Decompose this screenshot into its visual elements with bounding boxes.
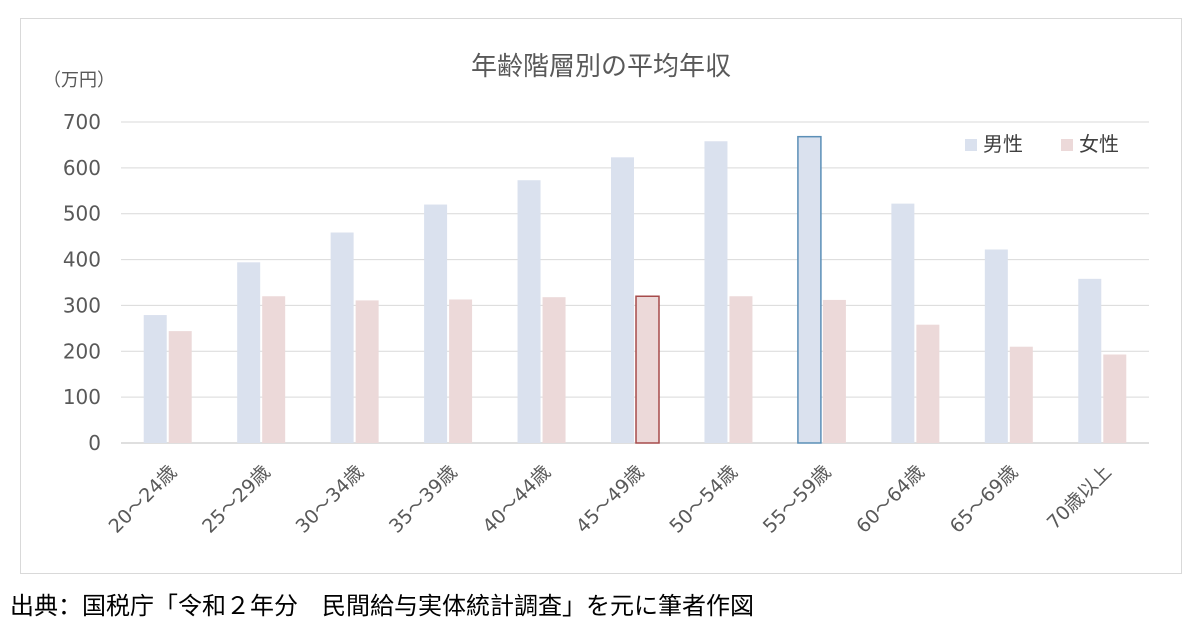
bar-female <box>542 297 566 443</box>
x-axis-ticks: 20～24歳 25～29歳 30～34歳 35～39歳 40～44歳 45～49歳 50～5… <box>105 461 1116 538</box>
bar-male <box>611 157 634 443</box>
chart-frame: 年齢階層別の平均年収 （万円） 0 100 200 300 400 500 600 700 2… <box>20 18 1182 574</box>
x-tick-label: 20～24歳 <box>105 461 182 538</box>
bar-male <box>891 203 915 443</box>
x-tick-label: 35～39歳 <box>385 461 462 538</box>
gridlines <box>121 121 1149 444</box>
legend: 男性 女性 <box>965 132 1119 156</box>
source-note: 出典：国税庁「令和２年分 民間給与実体統計調査」を元に筆者作図 <box>10 592 754 620</box>
x-tick-label: 40～44歳 <box>478 461 555 538</box>
x-tick-label: 30～34歳 <box>292 461 369 538</box>
x-tick-label: 65～69歳 <box>946 461 1023 538</box>
bar-female <box>635 295 660 444</box>
y-tick-label: 500 <box>63 202 101 226</box>
legend-swatch <box>1061 139 1073 151</box>
bar-female <box>822 299 846 443</box>
bar-female <box>355 300 379 443</box>
legend-label: 女性 <box>1079 132 1119 156</box>
x-tick-label: 25～29歳 <box>198 461 275 538</box>
bars <box>143 135 1127 444</box>
bar-male <box>1078 278 1102 443</box>
bar-female <box>262 296 286 443</box>
bar-female <box>1103 354 1127 443</box>
bar-male <box>424 204 448 443</box>
y-tick-label: 100 <box>63 385 101 409</box>
bar-male <box>797 135 822 444</box>
bar-female <box>168 331 192 443</box>
bar-male <box>517 180 541 443</box>
y-axis-ticks: 0 100 200 300 400 500 600 700 <box>63 110 101 455</box>
x-tick-label: 45～49歳 <box>572 461 649 538</box>
bar-male <box>237 262 261 443</box>
y-tick-label: 700 <box>63 110 101 134</box>
bar-male <box>984 249 1008 443</box>
bar-male <box>143 315 167 443</box>
x-tick-label: 60～64歳 <box>852 461 929 538</box>
bar-female <box>916 324 940 443</box>
y-tick-label: 0 <box>88 431 101 455</box>
bar-female <box>449 299 473 443</box>
x-tick-label: 70歳以上 <box>1043 461 1116 534</box>
bar-male <box>704 141 728 443</box>
bar-male <box>330 232 354 443</box>
chart-title: 年齢階層別の平均年収 <box>471 52 731 82</box>
x-tick-label: 50～54歳 <box>665 461 742 538</box>
y-tick-label: 300 <box>63 293 101 317</box>
y-tick-label: 200 <box>63 339 101 363</box>
bar-chart: 年齢階層別の平均年収 （万円） 0 100 200 300 400 500 600 700 2… <box>43 52 1149 538</box>
legend-label: 男性 <box>983 132 1023 156</box>
y-axis-unit-label: （万円） <box>43 70 115 91</box>
bar-female <box>729 296 753 443</box>
y-tick-label: 400 <box>63 248 101 272</box>
x-tick-label: 55～59歳 <box>759 461 836 538</box>
bar-female <box>1009 346 1033 443</box>
y-tick-label: 600 <box>63 156 101 180</box>
legend-swatch <box>965 139 977 151</box>
